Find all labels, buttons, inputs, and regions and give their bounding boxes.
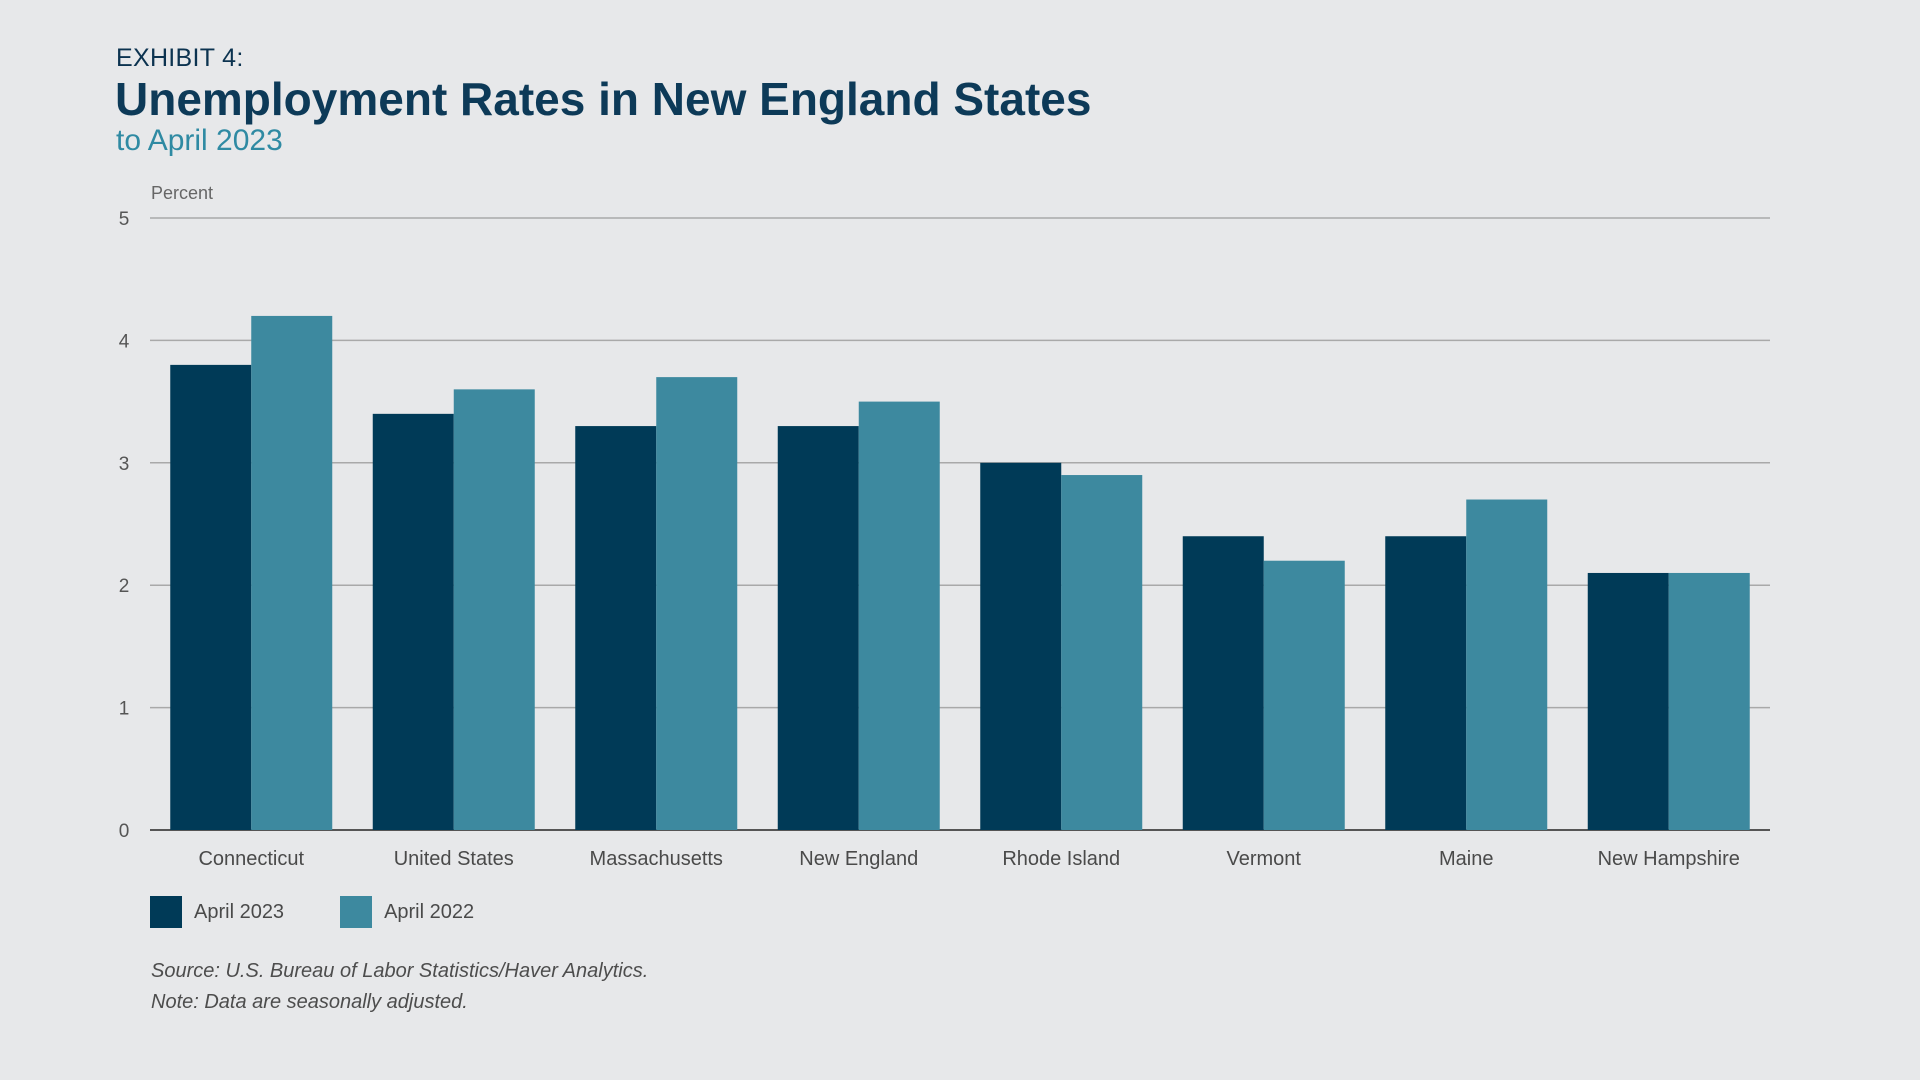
- legend-item-april-2022: April 2022: [340, 896, 474, 928]
- x-tick-label: Massachusetts: [590, 848, 723, 870]
- x-tick-label: Connecticut: [198, 848, 304, 870]
- y-tick-label: 1: [119, 699, 130, 720]
- legend-swatch-april-2022: [340, 896, 373, 928]
- source-note: Source: U.S. Bureau of Labor Statistics/…: [151, 960, 649, 982]
- bar-april-2023: [980, 462, 1062, 830]
- chart-title: Unemployment Rates in New England States: [115, 73, 1092, 125]
- bar-chart: 0 1 2 3 4 5 Percent Connecticut United States Mas…: [119, 183, 1770, 870]
- bar-april-2022: [1668, 572, 1750, 830]
- y-tick-label: 3: [119, 454, 130, 475]
- legend: April 2023 April 2022: [150, 896, 530, 928]
- bar-april-2023: [170, 364, 252, 830]
- x-tick-label: Vermont: [1227, 848, 1302, 870]
- y-tick-label: 5: [119, 209, 130, 230]
- x-tick-label: Maine: [1439, 848, 1493, 870]
- y-tick-label: 4: [119, 331, 130, 352]
- bar-april-2022: [1466, 499, 1548, 830]
- x-tick-label: United States: [394, 848, 514, 870]
- bar-april-2022: [858, 401, 940, 830]
- legend-label-april-2022: April 2022: [384, 900, 475, 923]
- x-tick-label: New Hampshire: [1598, 848, 1740, 870]
- x-tick-label: New England: [799, 848, 918, 870]
- legend-item-april-2023: April 2023: [150, 896, 284, 928]
- chart-notes: Source: U.S. Bureau of Labor Statistics/…: [151, 956, 648, 1018]
- bar-april-2023: [1182, 536, 1264, 830]
- bar-april-2023: [1587, 572, 1669, 830]
- chart-subtitle: to April 2023: [116, 124, 283, 157]
- bar-april-2022: [453, 389, 535, 830]
- data-note: Note: Data are seasonally adjusted.: [151, 991, 468, 1013]
- bar-april-2022: [1263, 560, 1345, 830]
- y-tick-label: 0: [119, 821, 130, 842]
- bar-april-2022: [251, 315, 333, 830]
- exhibit-label: EXHIBIT 4:: [116, 44, 244, 72]
- bar-april-2023: [575, 426, 657, 830]
- bar-april-2023: [777, 426, 859, 830]
- legend-label-april-2023: April 2023: [194, 900, 285, 923]
- bar-april-2023: [1385, 536, 1467, 830]
- x-tick-label: Rhode Island: [1002, 848, 1120, 870]
- bar-april-2022: [656, 377, 738, 830]
- bar-april-2022: [1061, 475, 1143, 830]
- bar-april-2023: [372, 413, 454, 830]
- legend-swatch-april-2023: [150, 896, 182, 928]
- y-axis-label: Percent: [151, 183, 213, 203]
- y-tick-label: 2: [119, 576, 130, 597]
